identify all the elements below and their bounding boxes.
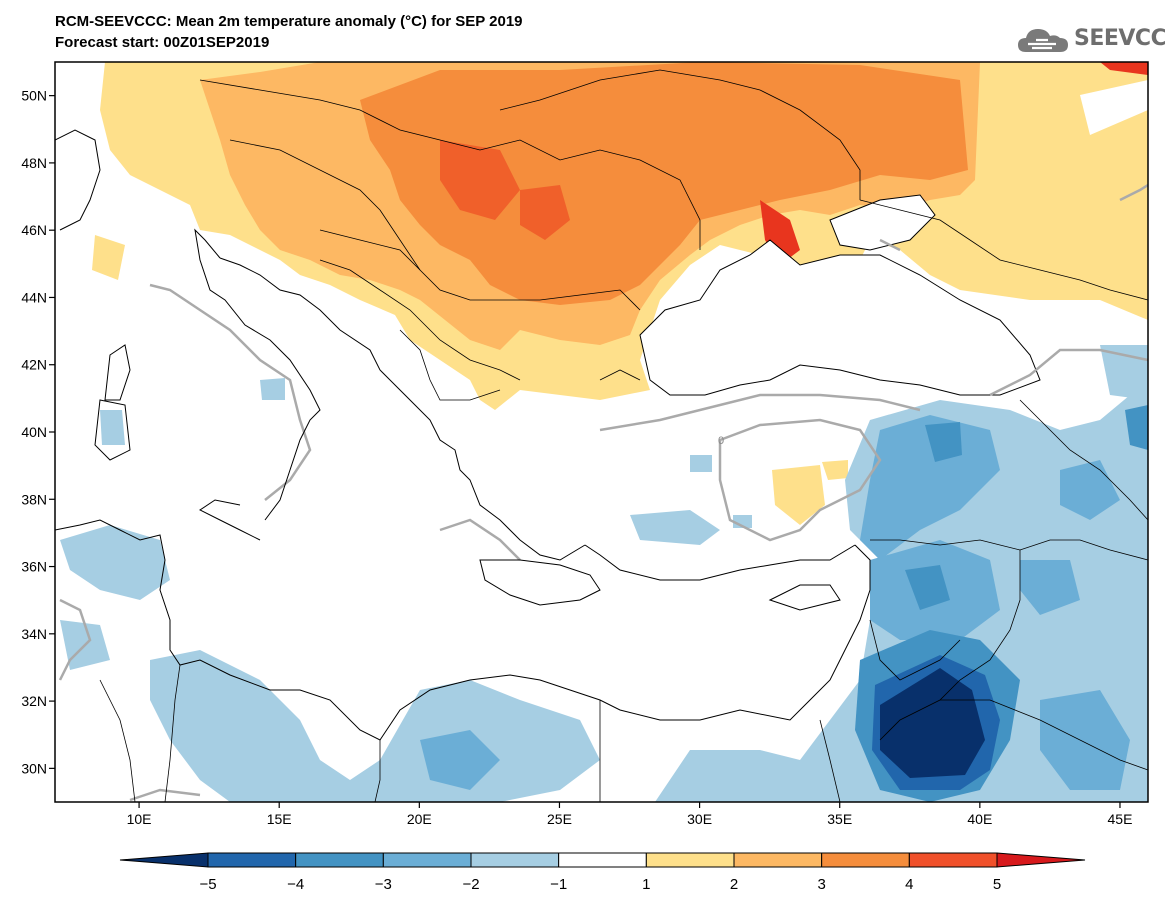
colorbar-segment — [908, 852, 998, 868]
lat-tick-label: 34N — [21, 626, 47, 642]
map-axes: 30N 32N 34N 36N 38N 40N 42N 44N 46N 48N 50N 10E 15E 2… — [21, 88, 1132, 827]
colorbar-segment — [470, 852, 560, 868]
colorbar-segment — [645, 852, 735, 868]
colorbar-tick-label: −2 — [462, 876, 479, 893]
lat-tick-label: 40N — [21, 424, 47, 440]
colorbar-high-tip — [996, 852, 1086, 868]
lat-tick-label: 38N — [21, 491, 47, 507]
seevccc-logo: SEEVCCC — [1016, 24, 1165, 56]
lat-tick-label: 42N — [21, 357, 47, 373]
lon-tick-label: 45E — [1108, 811, 1133, 827]
black-sea — [639, 239, 1041, 396]
lon-tick-label: 20E — [407, 811, 432, 827]
colorbar-tick-label: 5 — [993, 876, 1001, 893]
lat-tick-label: 46N — [21, 222, 47, 238]
lat-tick-label: 44N — [21, 289, 47, 305]
lat-tick-label: 30N — [21, 760, 47, 776]
cloud-icon — [1018, 29, 1068, 52]
colorbar-tick-label: −3 — [375, 876, 392, 893]
colorbar-segment — [382, 852, 472, 868]
colorbar-tick-label: −4 — [287, 876, 304, 893]
colorbar-segment — [558, 852, 647, 868]
map-title: RCM-SEEVCCC: Mean 2m temperature anomaly… — [55, 13, 523, 30]
lon-tick-label: 15E — [267, 811, 292, 827]
colorbar-tick-label: 1 — [642, 876, 650, 893]
colorbar-segment — [821, 852, 910, 868]
colorbar-segment — [295, 852, 384, 868]
cool-anomaly-field — [60, 345, 1148, 802]
colorbar-tick-label: 2 — [730, 876, 738, 893]
lon-tick-label: 40E — [967, 811, 992, 827]
zero-contour — [58, 183, 1148, 802]
colorbar-tick-label: −1 — [550, 876, 567, 893]
map-area: 0 — [55, 62, 1148, 802]
lat-tick-label: 48N — [21, 155, 47, 171]
lat-tick-label: 50N — [21, 88, 47, 104]
warm-anomaly-field — [92, 62, 1148, 525]
lon-tick-label: 30E — [687, 811, 712, 827]
colorbar-segment — [733, 852, 823, 868]
country-borders — [99, 69, 1148, 802]
colorbar-segment — [207, 852, 297, 868]
forecast-start-label: Forecast start: 00Z01SEP2019 — [55, 34, 270, 51]
colorbar-tick-label: 4 — [905, 876, 913, 893]
lon-tick-label: 25E — [547, 811, 572, 827]
coastlines — [55, 129, 871, 741]
lat-tick-label: 32N — [21, 693, 47, 709]
lon-tick-label: 10E — [127, 811, 152, 827]
colorbar-tick-label: −5 — [199, 876, 216, 893]
sea-of-azov — [829, 194, 936, 251]
contour-label: 0 — [718, 435, 724, 447]
lon-tick-label: 35E — [827, 811, 852, 827]
colorbar-low-tip — [119, 852, 209, 868]
colorbar: −5 −4 −3 −2 −1 1 2 3 4 5 — [119, 852, 1086, 893]
colorbar-tick-label: 3 — [817, 876, 825, 893]
lat-tick-label: 36N — [21, 559, 47, 575]
